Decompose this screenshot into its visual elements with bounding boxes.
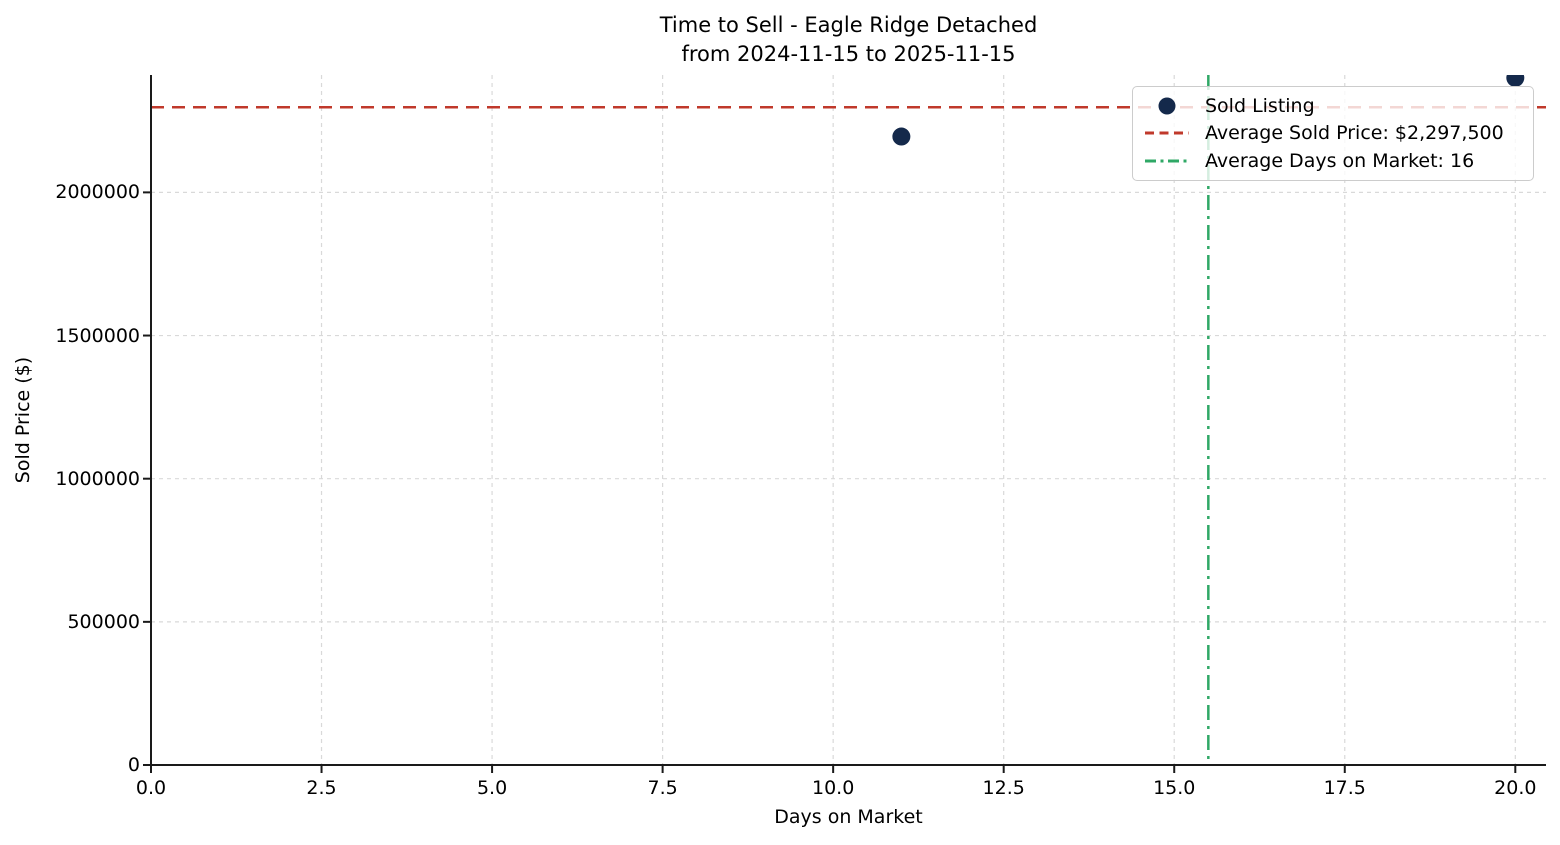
- sold-listing-point: [892, 127, 911, 146]
- legend-item-sold-listing: Sold Listing: [1143, 94, 1523, 118]
- legend-label-sold-listing: Sold Listing: [1205, 94, 1315, 117]
- x-tick-label: 7.5: [647, 777, 678, 799]
- x-tick-label: 20.0: [1494, 777, 1537, 799]
- y-tick-label: 0: [127, 754, 140, 776]
- average-days-dashdot-line-icon: [1145, 159, 1189, 163]
- y-tick-label: 1500000: [55, 324, 140, 347]
- chart-title: Time to Sell - Eagle Ridge Detached from…: [151, 11, 1546, 69]
- x-tick-label: 2.5: [306, 777, 337, 799]
- axes-spines-and-ticks: [143, 75, 1546, 773]
- chart-title-line1: Time to Sell - Eagle Ridge Detached: [659, 13, 1038, 37]
- x-tick-label: 15.0: [1153, 777, 1196, 799]
- x-tick-label: 5.0: [476, 777, 508, 799]
- y-tick-label: 1000000: [55, 467, 140, 490]
- legend-item-average-days-on-market: Average Days on Market: 16: [1143, 149, 1523, 173]
- x-tick-label: 17.5: [1323, 777, 1366, 799]
- x-axis-label: Days on Market: [774, 806, 923, 828]
- average-sold-price-dashed-line-icon: [1145, 131, 1189, 135]
- x-tick-label: 10.0: [811, 777, 855, 799]
- legend-label-average-sold-price: Average Sold Price: $2,297,500: [1205, 122, 1504, 145]
- y-tick-label: 500000: [67, 610, 140, 633]
- x-tick-label: 12.5: [982, 777, 1025, 799]
- y-tick-label: 2000000: [55, 181, 140, 204]
- scatter-points: [892, 75, 1525, 146]
- legend-item-average-sold-price: Average Sold Price: $2,297,500: [1143, 121, 1523, 145]
- legend-label-average-days-on-market: Average Days on Market: 16: [1205, 150, 1475, 173]
- x-tick-label: 0.0: [135, 777, 167, 799]
- chart-title-line2: from 2024-11-15 to 2025-11-15: [681, 42, 1016, 66]
- sold-listing-dot-icon: [1158, 97, 1176, 115]
- sold-listing-point: [1506, 75, 1525, 87]
- legend: Sold Listing Average Sold Price: $2,297,…: [1132, 86, 1534, 181]
